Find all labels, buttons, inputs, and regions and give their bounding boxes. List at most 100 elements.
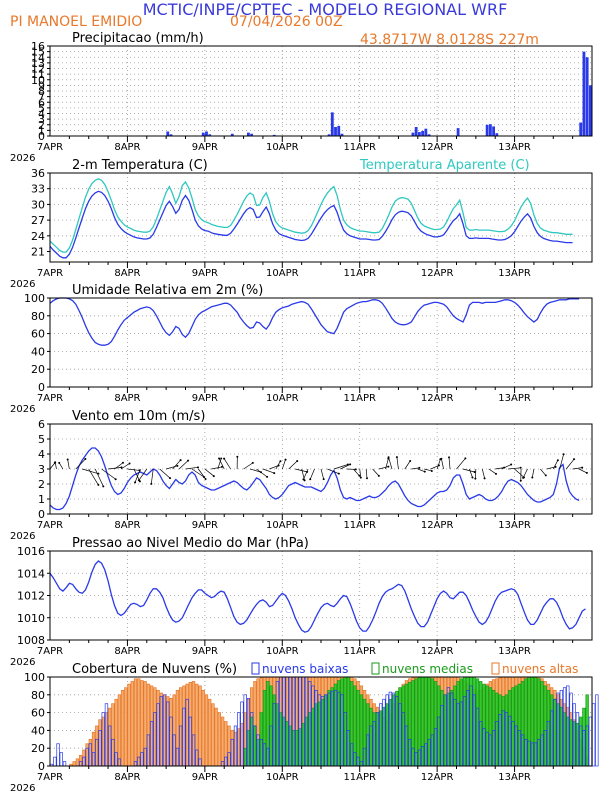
cloud-bar-mid xyxy=(479,681,483,767)
wind-vector xyxy=(417,468,425,473)
y-tick-label: 13 xyxy=(31,57,45,70)
y-tick-label: 4 xyxy=(38,448,45,461)
cloud-bar-high xyxy=(166,696,170,767)
x-tick-label: 7APR xyxy=(37,268,63,279)
cloud-bar-mid xyxy=(585,694,589,767)
x-tick-label: 13APR xyxy=(498,646,531,657)
cloud-bar-mid xyxy=(298,728,302,767)
precip-bar xyxy=(201,132,205,136)
cloud-bar-high xyxy=(227,725,231,767)
cloud-bar-mid xyxy=(356,689,360,767)
wind-vector-head xyxy=(377,474,380,477)
wind-vector xyxy=(540,468,547,476)
wind-vector-head xyxy=(337,472,340,475)
cloud-bar-mid xyxy=(511,687,515,767)
series-line-temperature xyxy=(49,190,573,259)
cloud-bar-mid xyxy=(404,683,409,767)
cloud-bar-low xyxy=(62,761,67,767)
cloud-bar-mid xyxy=(540,681,544,767)
cloud-bar-mid xyxy=(395,690,399,767)
cloud-bar-high xyxy=(172,694,176,767)
cloud-bar-high xyxy=(75,758,80,767)
cloud-bar-mid xyxy=(488,687,493,767)
cloud-bar-high xyxy=(191,681,196,767)
wind-vector xyxy=(134,468,141,483)
wind-vector xyxy=(404,460,411,470)
cloud-bar-low xyxy=(56,743,60,767)
precip-bar xyxy=(582,51,586,136)
cloud-bar-mid xyxy=(495,692,499,767)
wind-vector-head xyxy=(358,474,361,477)
cloud-bar-high xyxy=(98,719,102,767)
cloud-bar-mid xyxy=(440,689,444,767)
wind-vector xyxy=(320,468,325,480)
wind-vector xyxy=(514,468,525,478)
wind-vector xyxy=(204,468,215,477)
cloud-bar-high xyxy=(140,680,144,767)
y-tick-label: 14 xyxy=(31,51,45,64)
wind-vector-head xyxy=(121,461,124,464)
cloud-bar-high xyxy=(220,716,225,767)
wind-vector xyxy=(198,468,206,480)
panel-title: Vento em 10m (m/s) xyxy=(72,409,205,424)
cloud-bar-high xyxy=(204,694,209,767)
cloud-bar-mid xyxy=(291,730,296,767)
legend-mid-clouds-swatch xyxy=(371,662,380,675)
cloud-bar-high xyxy=(78,754,83,767)
wind-vector-head xyxy=(296,459,299,462)
series-line-pressure xyxy=(49,560,586,633)
y-tick-label: 100 xyxy=(24,671,45,684)
wind-vector-head xyxy=(423,470,426,473)
cloud-bar-mid xyxy=(256,738,260,767)
wind-vector-head xyxy=(223,457,226,460)
legend-apparent-temperature: Temperatura Aparente (C) xyxy=(359,158,530,173)
precip-bar xyxy=(585,57,589,136)
cloud-bar-mid xyxy=(246,730,251,767)
cloud-bar-mid xyxy=(520,681,525,767)
y-tick-label: 10 xyxy=(31,74,45,87)
cloud-bar-mid xyxy=(456,681,460,767)
x-year-label: 2026 xyxy=(10,153,35,164)
cloud-bar-low xyxy=(595,694,599,767)
wind-vector-head xyxy=(273,472,276,475)
x-tick-label: 8APR xyxy=(114,646,140,657)
wind-vector xyxy=(495,467,505,470)
wind-vector xyxy=(249,468,262,473)
wind-vector-head xyxy=(365,477,368,480)
wind-vector xyxy=(436,459,441,470)
cloud-bar-mid xyxy=(443,694,447,767)
cloud-bar-mid xyxy=(408,681,412,767)
y-tick-label: 21 xyxy=(31,246,45,259)
cloud-bar-mid xyxy=(482,683,486,767)
x-tick-label: 13APR xyxy=(498,772,531,783)
y-tick-label: 3 xyxy=(38,113,45,126)
cloud-bar-mid xyxy=(543,685,547,767)
cloud-bar-mid xyxy=(469,676,473,767)
cloud-bar-high xyxy=(130,681,134,767)
cloud-bar-high xyxy=(198,685,202,767)
wind-vector xyxy=(469,468,473,478)
cloud-bar-high xyxy=(182,685,186,767)
cloud-bar-mid xyxy=(253,725,257,767)
plot-frame xyxy=(49,172,593,263)
wind-vector-head xyxy=(128,462,131,465)
x-tick-label: 9APR xyxy=(192,268,218,279)
wind-vector-head xyxy=(409,459,412,462)
cloud-bar-mid xyxy=(472,676,476,767)
cloud-bar-mid xyxy=(266,681,270,767)
cloud-bar-mid xyxy=(527,676,531,767)
wind-vector xyxy=(353,468,360,476)
cloud-bar-mid xyxy=(333,683,338,767)
cloud-bar-mid xyxy=(346,676,351,767)
x-tick-label: 10APR xyxy=(266,772,299,783)
cloud-bar-mid xyxy=(427,676,431,767)
figure-title: MCTIC/INPE/CPTEC - MODELO REGIONAL WRF xyxy=(143,0,508,19)
legend-high-clouds-swatch xyxy=(491,662,500,675)
wind-vector-head xyxy=(562,453,565,456)
wind-vector-head xyxy=(279,460,282,463)
cloud-bar-mid xyxy=(524,678,528,767)
y-tick-label: 80 xyxy=(31,689,45,702)
cloud-bar-mid xyxy=(559,706,564,767)
y-tick-label: 7 xyxy=(38,91,45,104)
cloud-bar-mid xyxy=(324,694,328,767)
